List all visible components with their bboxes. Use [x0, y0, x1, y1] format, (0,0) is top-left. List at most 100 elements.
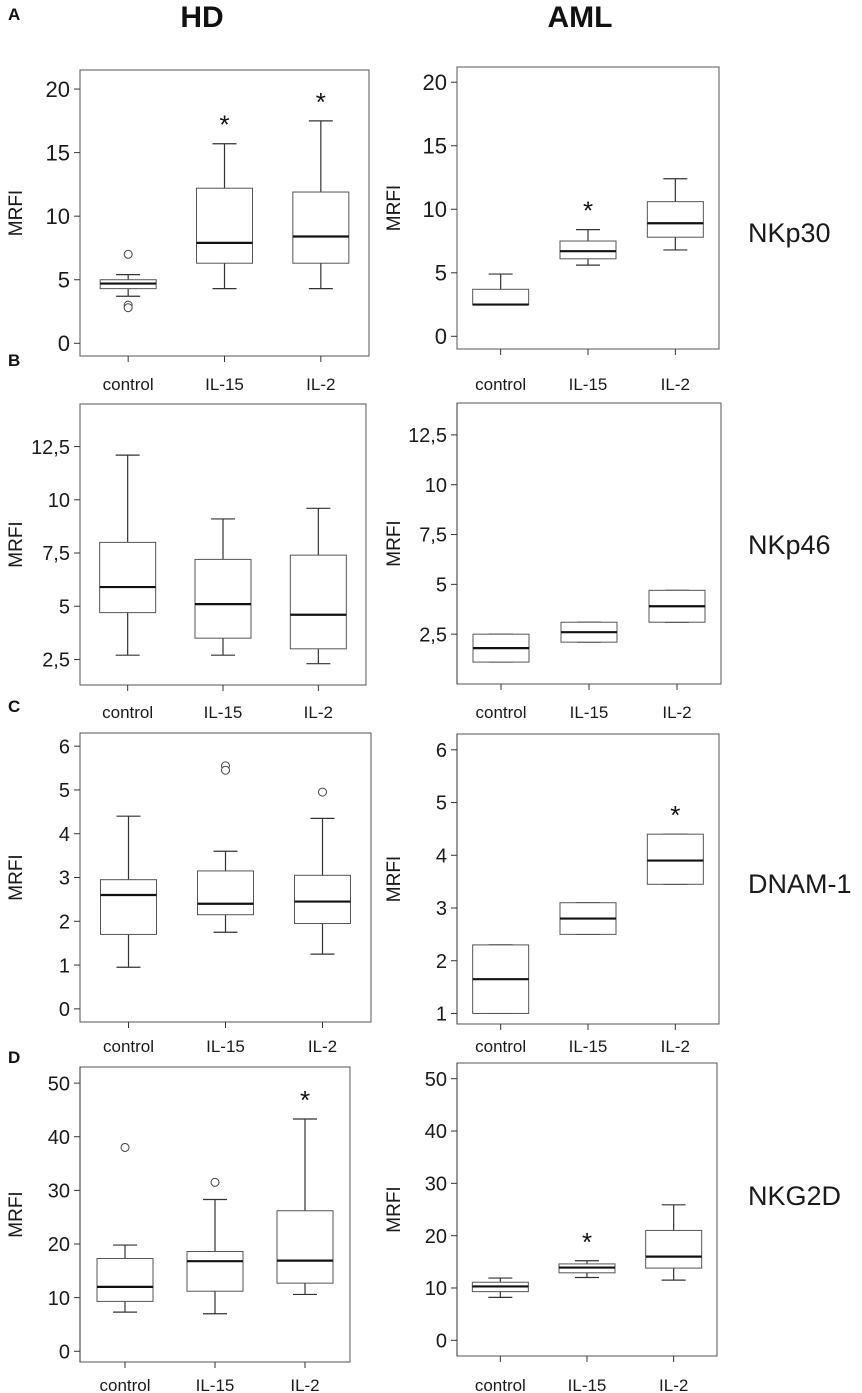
- box-plot-il-15: [560, 621, 618, 643]
- y-tick-label: 5: [436, 575, 447, 597]
- x-category-label-il-15: IL-15: [205, 375, 244, 394]
- x-category-label-control: control: [475, 1037, 526, 1056]
- chart-c-aml-dnam-1: 1 2 3 4 5 6 MRFI control IL-15 IL-2 *: [384, 733, 720, 1056]
- y-tick-label: 30: [425, 1174, 447, 1196]
- x-category-label-control: control: [103, 1037, 154, 1056]
- y-tick-label: 15: [423, 134, 447, 159]
- y-tick-label: 12,5: [31, 437, 70, 459]
- y-tick-label: 4: [59, 824, 70, 846]
- box-plot-il-2: [294, 787, 351, 955]
- x-category-label-il-15: IL-15: [570, 703, 609, 722]
- iqr-box: [100, 879, 157, 935]
- y-tick-label: 3: [59, 868, 70, 890]
- outlier-point: [123, 249, 133, 259]
- y-tick-label: 10: [48, 490, 70, 512]
- y-tick-label: 4: [436, 845, 447, 867]
- x-category-label-il-2: IL-2: [661, 1037, 690, 1056]
- significance-star: *: [582, 1227, 592, 1257]
- box-plot-il-2: [645, 1204, 703, 1281]
- x-category-label-il-15: IL-15: [569, 1037, 608, 1056]
- y-tick-label: 50: [425, 1069, 447, 1091]
- y-tick-label: 10: [46, 204, 70, 229]
- box-plot-il-2: *: [646, 800, 704, 885]
- y-tick-label: 5: [59, 780, 70, 802]
- x-category-label-il-2: IL-2: [290, 1376, 319, 1393]
- y-tick-label: 0: [59, 1341, 70, 1363]
- y-axis-label: MRFI: [6, 854, 27, 900]
- y-tick-label: 20: [423, 70, 447, 95]
- x-category-label-il-15: IL-15: [196, 1376, 235, 1393]
- iqr-box: [646, 201, 704, 238]
- y-tick-label: 2,5: [419, 624, 447, 646]
- x-category-label-il-15: IL-15: [568, 1376, 607, 1393]
- box-plot-il-15: [559, 902, 617, 935]
- y-tick-label: 5: [58, 268, 70, 293]
- box-plot-il-2: [648, 589, 706, 623]
- box-plot-control: [471, 1277, 529, 1299]
- y-tick-label: 7,5: [42, 543, 70, 565]
- y-tick-label: 2,5: [42, 650, 70, 672]
- x-category-label-control: control: [475, 375, 526, 394]
- y-tick-label: 7,5: [419, 525, 447, 547]
- iqr-box: [99, 541, 157, 614]
- y-axis-label: MRFI: [6, 521, 27, 567]
- box-plot-il-2: [646, 178, 704, 251]
- y-tick-label: 5: [436, 793, 447, 815]
- marker-label-dnam-1: DNAM-1: [748, 869, 852, 899]
- box-plot-il-15: *: [559, 196, 617, 266]
- x-category-label-il-2: IL-2: [659, 1376, 688, 1393]
- y-tick-label: 0: [435, 324, 447, 349]
- iqr-box: [196, 187, 253, 264]
- chart-d-aml-nkg2d: 0 10 20 30 40 50 MRFI control IL-15 IL-2 *: [384, 1062, 718, 1393]
- y-tick-label: 3: [436, 898, 447, 920]
- y-tick-label: 5: [59, 596, 70, 618]
- y-tick-label: 1: [59, 955, 70, 977]
- significance-star: *: [670, 800, 680, 830]
- iqr-box: [472, 288, 530, 306]
- x-category-label-control: control: [103, 375, 154, 394]
- box-plot-il-15: [186, 1177, 244, 1315]
- box-plot-il-15: *: [558, 1227, 616, 1279]
- y-tick-label: 20: [48, 1234, 70, 1256]
- x-category-label-il-15: IL-15: [569, 375, 608, 394]
- y-tick-label: 0: [58, 331, 70, 356]
- significance-star: *: [219, 110, 229, 140]
- x-category-label-il-2: IL-2: [308, 1037, 337, 1056]
- box-plot-il-2: *: [292, 87, 350, 290]
- y-tick-label: 15: [46, 141, 70, 166]
- y-tick-label: 12,5: [408, 425, 447, 447]
- x-category-label-il-2: IL-2: [661, 375, 690, 394]
- chart-b-aml-nkp46: 2,5 5 7,5 10 12,5 MRFI control IL-15 IL-2: [384, 402, 722, 722]
- y-tick-label: 10: [423, 197, 447, 222]
- y-tick-label: 5: [435, 261, 447, 286]
- y-axis-label: MRFI: [384, 520, 405, 566]
- y-tick-label: 30: [48, 1181, 70, 1203]
- box-plot-control: [99, 249, 157, 313]
- marker-label-nkg2d: NKG2D: [748, 1181, 841, 1211]
- y-axis-label: MRFI: [384, 856, 405, 902]
- chart-a-aml-nkp30: 0 5 10 15 20 MRFI control IL-15 IL-2 *: [384, 66, 720, 394]
- y-tick-label: 10: [425, 475, 447, 497]
- x-category-label-il-2: IL-2: [306, 375, 335, 394]
- x-category-label-control: control: [475, 703, 526, 722]
- outlier-point: [221, 765, 230, 775]
- chart-c-hd-dnam-1: 0 1 2 3 4 5 6 MRFI control IL-15 IL-2: [6, 732, 372, 1056]
- significance-star: *: [583, 196, 593, 226]
- column-title-aml: AML: [548, 1, 613, 34]
- y-tick-label: 0: [436, 1331, 447, 1353]
- x-category-label-control: control: [475, 1376, 526, 1393]
- x-category-label-il-15: IL-15: [206, 1037, 245, 1056]
- box-plot-control: [99, 454, 157, 656]
- y-tick-label: 40: [48, 1127, 70, 1149]
- outlier-point: [318, 787, 327, 797]
- box-plot-il-2: [289, 507, 347, 665]
- marker-label-nkp46: NKp46: [748, 530, 831, 560]
- outlier-point: [210, 1177, 220, 1187]
- box-plot-control: [96, 1142, 154, 1313]
- box-plot-control: [472, 273, 530, 306]
- iqr-box: [197, 870, 254, 916]
- box-plot-il-15: [197, 761, 254, 933]
- x-category-label-il-2: IL-2: [304, 703, 333, 722]
- iqr-box: [186, 1251, 244, 1292]
